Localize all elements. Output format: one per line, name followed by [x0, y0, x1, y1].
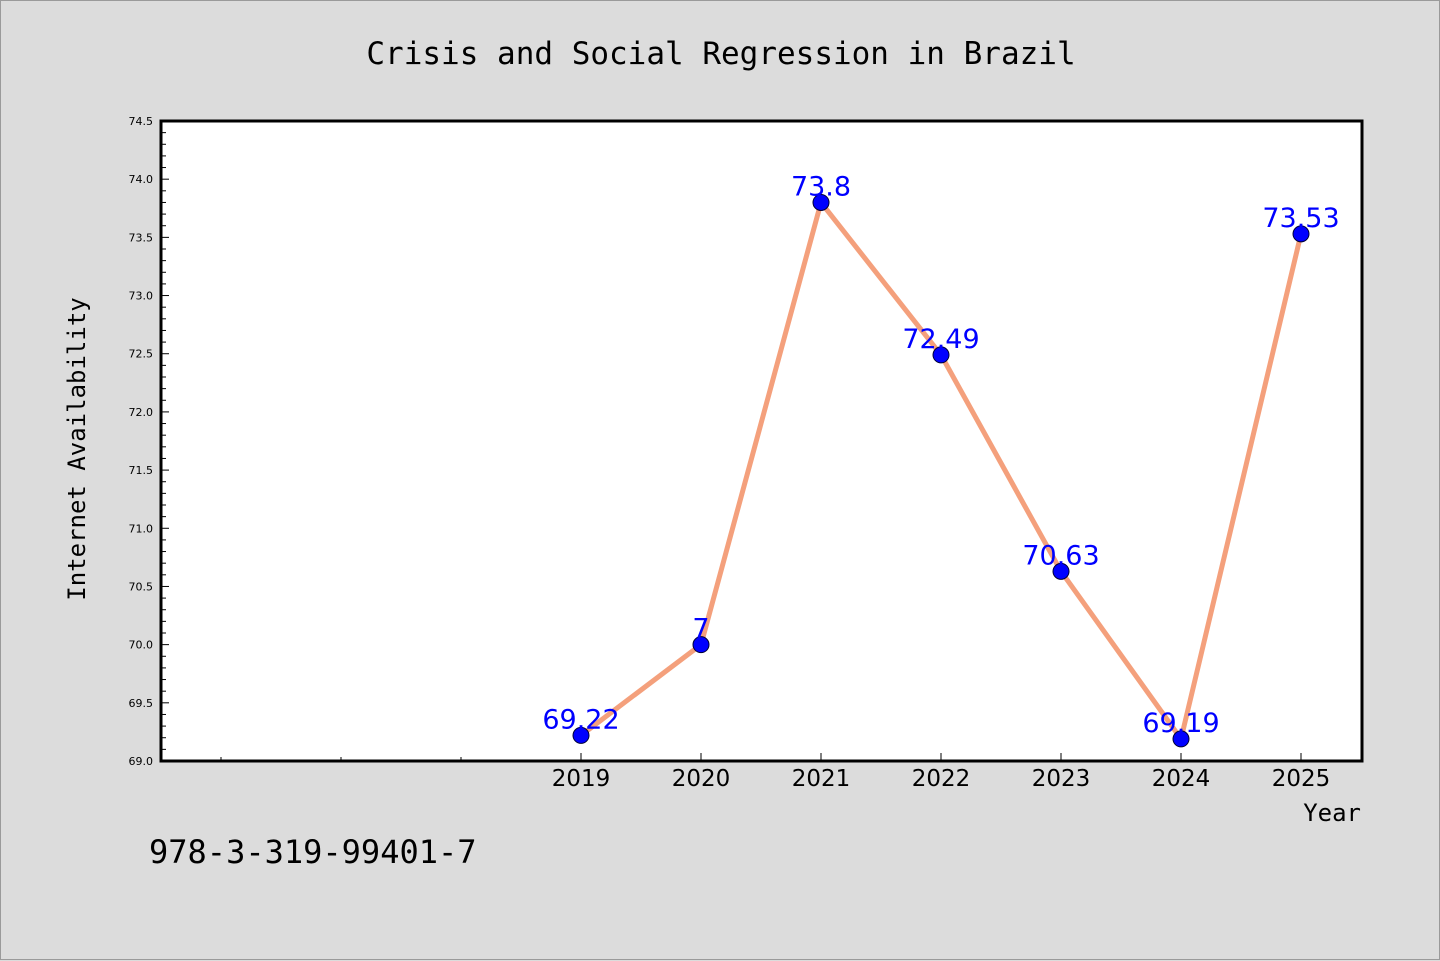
y-tick-label: 72.0	[129, 406, 154, 419]
x-tick-label: 2019	[552, 766, 611, 792]
data-label: 72.49	[902, 324, 979, 355]
data-label: 7	[692, 614, 709, 645]
x-axis-label: Year	[1303, 799, 1361, 827]
data-point	[1172, 730, 1190, 748]
y-tick-label: 73.0	[129, 290, 154, 303]
data-point	[812, 193, 830, 211]
x-tick-label: 2021	[792, 766, 851, 792]
y-tick-label: 71.0	[129, 522, 154, 535]
data-point	[932, 346, 950, 364]
y-tick-label: 70.0	[129, 639, 154, 652]
x-tick-label: 2023	[1032, 766, 1091, 792]
y-axis-label: Internet Availability	[63, 297, 91, 600]
y-tick-label: 71.5	[129, 464, 154, 477]
y-tick-label: 70.5	[129, 580, 154, 593]
data-label-layer: 69.22 7 73.8 72.49 70.63 69.19 73.53	[542, 171, 1339, 738]
marker-layer	[572, 193, 1310, 748]
y-tick-label: 69.5	[129, 697, 154, 710]
x-tick-label: 2020	[672, 766, 731, 792]
x-tick-label: 2024	[1152, 766, 1211, 792]
y-tick-label: 72.5	[129, 348, 154, 361]
data-label: 73.8	[791, 171, 851, 202]
data-label: 70.63	[1022, 540, 1099, 571]
chart-title: Crisis and Social Regression in Brazil	[366, 36, 1075, 72]
data-point	[572, 726, 590, 744]
data-point	[1052, 562, 1070, 580]
y-axis: 69.0 69.5 70.0 70.5 71.0 71.5 72.0 72.5 73.0 73.5…	[129, 115, 169, 768]
data-label: 69.19	[1142, 708, 1219, 739]
data-point	[692, 636, 710, 654]
y-tick-label: 73.5	[129, 231, 154, 244]
y-tick-label: 74.5	[129, 115, 154, 128]
y-tick-label: 69.0	[129, 755, 154, 768]
x-axis: 2019 2020 2021 2022 2023 2024 2025	[220, 753, 1331, 792]
data-point	[1292, 225, 1310, 243]
data-label: 73.53	[1262, 203, 1339, 234]
y-tick-label: 74.0	[129, 173, 154, 186]
isbn-footnote: 978-3-319-99401-7	[149, 833, 477, 871]
data-label: 69.22	[542, 704, 619, 735]
x-tick-label: 2022	[912, 766, 971, 792]
plot-area	[159, 119, 1364, 763]
x-tick-label: 2025	[1272, 766, 1331, 792]
